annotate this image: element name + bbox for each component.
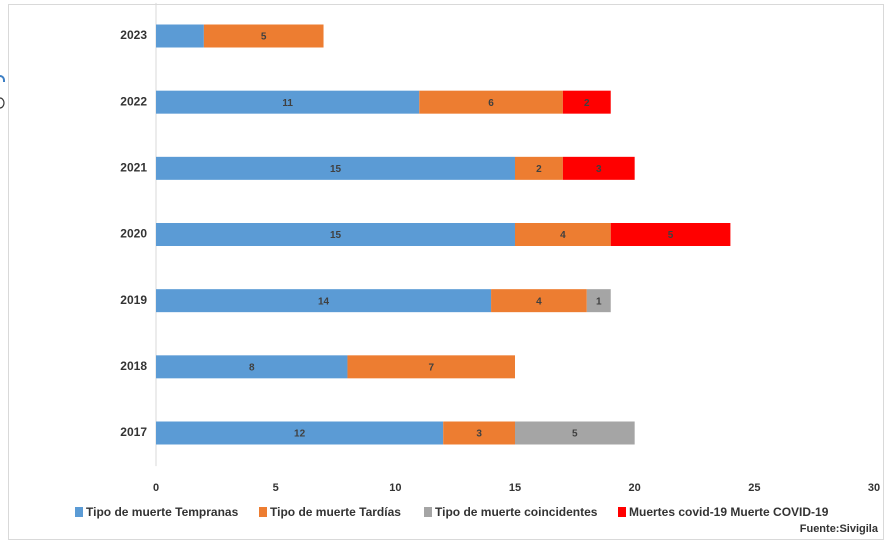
legend-label-1: Tipo de muerte Tempranas [86, 505, 239, 519]
x-tick-label: 0 [153, 482, 159, 494]
y-tick-label: 2018 [120, 359, 147, 373]
x-tick-label: 20 [629, 482, 641, 494]
x-tick-label: 10 [389, 482, 401, 494]
data-label-2022-series-1: 11 [282, 98, 293, 109]
data-label-2019-series-2: 4 [536, 296, 542, 307]
data-label-2017-series-2: 3 [476, 429, 482, 440]
bar-segment-2020-series-4 [610, 223, 731, 246]
x-tick-label: 30 [868, 482, 880, 494]
data-label-2021-series-4: 3 [596, 164, 602, 175]
x-tick-label: 5 [273, 482, 279, 494]
bar-segment-2019-series-1 [156, 289, 492, 313]
data-label-2022-series-2: 6 [488, 98, 494, 109]
legend-label-4: Muertes covid-19 Muerte COVID-19 [629, 505, 829, 519]
bar-segment-2022-series-2 [419, 90, 563, 114]
bar-segment-2019-series-2 [491, 289, 587, 313]
x-tick-label: 25 [748, 482, 760, 494]
bar-segment-2020-series-2 [515, 223, 611, 246]
legend-swatch-2 [259, 507, 267, 517]
data-label-2017-series-1: 12 [294, 429, 306, 440]
data-label-2019-series-1: 14 [318, 296, 330, 307]
legend-label-3: Tipo de muerte coincidentes [435, 505, 598, 519]
y-tick-label: 2017 [120, 425, 147, 439]
data-label-2019-series-3: 1 [596, 296, 602, 307]
x-tick-label: 15 [509, 482, 521, 494]
data-label-2021-series-2: 2 [536, 164, 542, 175]
bar-segment-2023-series-2 [203, 24, 324, 48]
y-tick-label: 2020 [120, 227, 147, 241]
data-label-2021-series-1: 15 [330, 164, 342, 175]
data-label-2018-series-1: 8 [249, 362, 255, 373]
legend-swatch-1 [75, 507, 83, 517]
data-label-2022-series-4: 2 [584, 98, 590, 109]
bar-segment-2019-series-3 [586, 289, 611, 313]
edge-artifact [0, 75, 5, 109]
data-label-2023-series-2: 5 [261, 32, 267, 43]
bar-segment-2021-series-1 [156, 156, 515, 180]
bar-segment-2018-series-1 [156, 355, 348, 379]
source-note: Fuente:Sivigila [800, 523, 879, 535]
bar-segment-2017-series-2 [443, 421, 515, 445]
legend-swatch-4 [618, 507, 626, 517]
y-tick-label: 2021 [120, 161, 147, 175]
data-label-2020-series-4: 5 [668, 230, 674, 241]
data-label-2018-series-2: 7 [428, 362, 434, 373]
bar-segment-2023-series-1 [156, 24, 204, 48]
data-label-2020-series-2: 4 [560, 230, 566, 241]
data-label-2020-series-1: 15 [330, 230, 342, 241]
legend-swatch-3 [424, 507, 432, 517]
data-label-2017-series-3: 5 [572, 429, 578, 440]
bar-segment-2021-series-4 [562, 156, 635, 180]
bar-segment-2020-series-1 [156, 223, 515, 246]
y-tick-label: 2019 [120, 293, 147, 307]
legend-label-2: Tipo de muerte Tardías [270, 505, 401, 519]
bar-segment-2017-series-1 [156, 421, 444, 445]
bar-segment-2021-series-2 [515, 156, 563, 180]
bar-segment-2017-series-3 [515, 421, 635, 445]
y-tick-label: 2023 [120, 28, 147, 42]
bar-segment-2022-series-1 [156, 90, 420, 114]
bar-segment-2022-series-4 [562, 90, 611, 114]
y-tick-label: 2022 [120, 94, 147, 108]
bar-segment-2018-series-2 [347, 355, 515, 379]
